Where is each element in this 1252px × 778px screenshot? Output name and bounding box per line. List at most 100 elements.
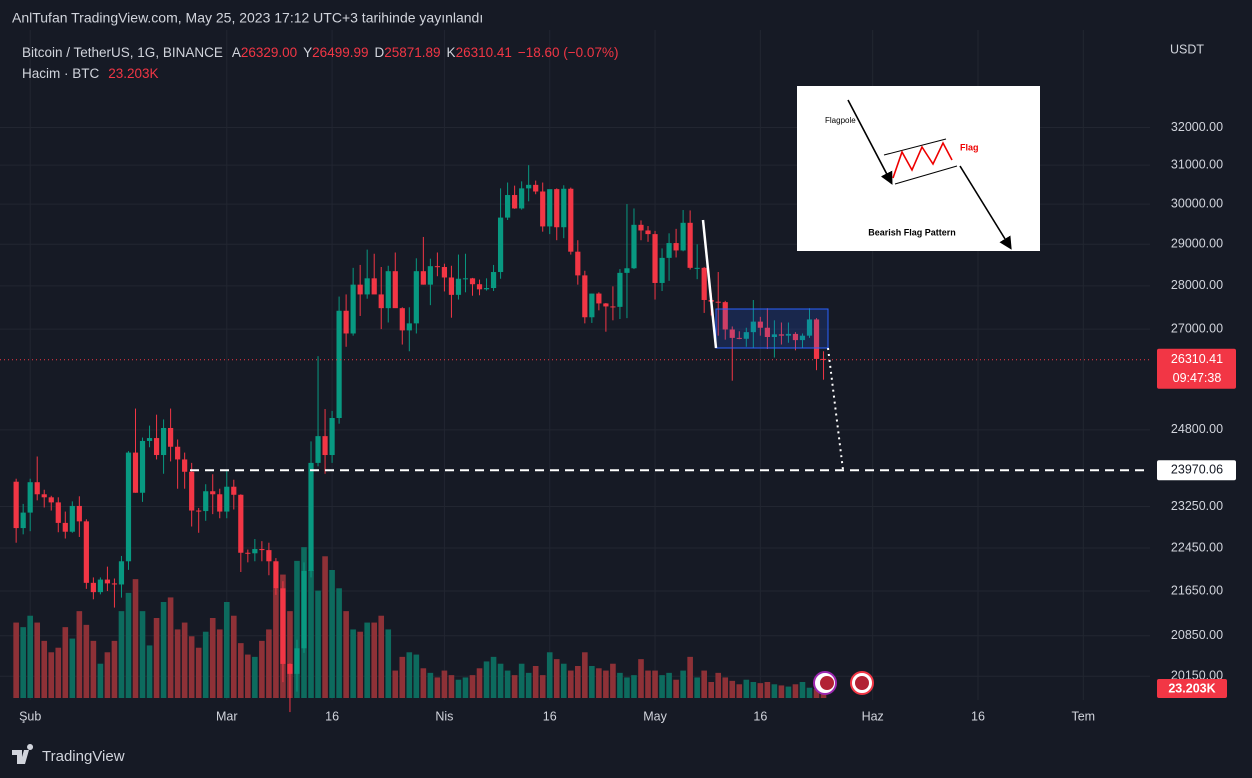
y-tick-label: 24800.00 [1171, 422, 1223, 436]
candle-body [764, 327, 770, 338]
candle-body [90, 582, 96, 593]
legend-value: 25871.89 [384, 45, 440, 60]
volume-bar [371, 622, 378, 698]
level-label: 23970.06 [1171, 463, 1223, 477]
volume-bar [139, 611, 146, 698]
volume-bar [539, 675, 546, 698]
volume-bar [146, 645, 153, 698]
y-tick-label: 28000.00 [1171, 278, 1223, 292]
volume-bar [771, 684, 778, 698]
x-tick-label: Tem [1071, 709, 1095, 723]
candle-body [526, 184, 532, 189]
volume-pane [13, 547, 827, 698]
candle-body [813, 319, 820, 359]
candle-body [799, 335, 806, 341]
volume-bar [132, 579, 139, 698]
candle-body [617, 272, 623, 307]
candle-body [392, 271, 398, 309]
volume-bar [287, 611, 293, 698]
candle-body [175, 446, 181, 460]
volume-bar [778, 685, 785, 698]
volume-bar [567, 670, 574, 698]
volume-bar [427, 672, 434, 698]
candle-body [13, 481, 19, 529]
volume-bar [511, 675, 518, 698]
volume-bar [34, 622, 41, 698]
candle-body [645, 230, 651, 235]
volume-bar [820, 692, 827, 698]
candle-body [294, 648, 300, 674]
candle-body [329, 417, 335, 456]
volume-bar [469, 675, 476, 698]
candle-body [729, 329, 735, 338]
inset-line [894, 165, 958, 185]
candle-body [575, 251, 581, 276]
x-tick-label: Nis [435, 709, 453, 723]
volume-bar [483, 661, 490, 698]
volume-bar [343, 611, 349, 698]
symbol-legend: Bitcoin / TetherUS, 1G, BINANCE A26329.00… [22, 45, 618, 60]
candle-body [554, 189, 560, 228]
y-tick-label: 32000.00 [1171, 120, 1223, 134]
candle-body [476, 284, 483, 290]
candle-body [582, 275, 588, 318]
symbol: Bitcoin / TetherUS, 1G, BINANCE [22, 45, 223, 60]
x-tick-label: Haz [862, 709, 884, 723]
candle-body [540, 191, 546, 227]
candle-body [490, 272, 497, 289]
event-flag [855, 676, 869, 690]
candle-body [715, 301, 721, 303]
volume-bar [799, 682, 806, 698]
candle-body [448, 277, 455, 295]
volume-bar [610, 663, 616, 698]
volume-bar [652, 670, 658, 698]
volume-bar [195, 647, 202, 698]
x-tick-label: May [643, 709, 667, 723]
volume-bar [125, 592, 132, 698]
inset-arrow [847, 99, 893, 185]
volume-bar [216, 629, 223, 698]
candle-body [673, 243, 679, 251]
y-tick-label: 20850.00 [1171, 628, 1223, 642]
volume-bar [41, 640, 48, 698]
volume-bar [27, 615, 33, 698]
candle-body [48, 497, 54, 503]
volume-bar [259, 640, 265, 698]
volume-bar [336, 588, 342, 698]
candle-body [743, 332, 749, 339]
last-price-box [1157, 348, 1236, 389]
volume-bar [757, 683, 764, 698]
volume-bar [230, 615, 237, 698]
candle-body [97, 579, 103, 593]
volume-bar [638, 659, 644, 698]
volume-bar [294, 560, 300, 698]
candle-body [118, 561, 125, 585]
candle-body [168, 427, 174, 447]
candle-body [497, 217, 504, 273]
candle-body [252, 549, 258, 554]
brand-name: TradingView [42, 748, 125, 765]
candle-body [406, 323, 412, 331]
volume-bar [462, 677, 469, 698]
candle-body [83, 521, 89, 583]
volume-bar [645, 670, 651, 698]
volume-bar [729, 680, 736, 698]
volume-bar [357, 631, 363, 698]
volume-bar [617, 672, 623, 698]
candle-body [308, 462, 314, 571]
candle-body [455, 278, 462, 295]
candle-body [701, 267, 707, 300]
volume-bar [708, 682, 715, 698]
volume-bar [153, 618, 160, 698]
volume-bar [20, 627, 26, 698]
countdown: 09:47:38 [1173, 371, 1222, 385]
candle-body [231, 486, 237, 495]
volume-bar [680, 670, 686, 698]
x-tick-label: 16 [753, 709, 767, 723]
y-tick-label: 27000.00 [1171, 321, 1223, 335]
event-flag [820, 676, 834, 690]
volume-bar [174, 629, 181, 698]
volume-bar [202, 631, 209, 698]
